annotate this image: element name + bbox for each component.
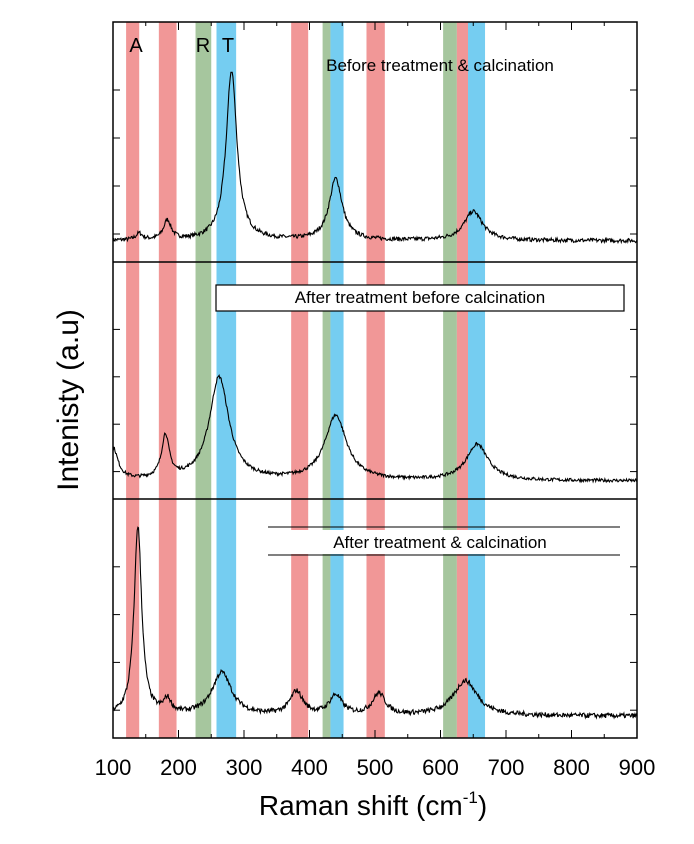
spectrum-line-3 xyxy=(112,526,638,720)
x-tick-label: 900 xyxy=(619,755,656,780)
x-tick-label: 400 xyxy=(291,755,328,780)
band-A-7 xyxy=(366,22,385,738)
panel-label-background xyxy=(268,530,620,554)
panel-label-box xyxy=(215,284,625,312)
x-tick-label: 200 xyxy=(160,755,197,780)
band-A-1 xyxy=(158,22,177,738)
band-A-4 xyxy=(291,22,309,738)
band-T-3 xyxy=(216,22,237,738)
band-R-8 xyxy=(443,22,457,738)
x-tick-labels: 100 200 300 400 500 600 700 800 900 xyxy=(95,755,656,780)
spectrum-line-1 xyxy=(112,71,638,245)
band-T-6 xyxy=(330,22,344,738)
band-letter-R: R xyxy=(196,35,210,57)
band-letter-T: T xyxy=(222,35,234,57)
x-tick-label: 600 xyxy=(422,755,459,780)
band-letter-A: A xyxy=(129,35,143,57)
x-tick-label: 100 xyxy=(95,755,132,780)
panel-label-2: After treatment before calcination xyxy=(295,288,545,307)
x-axis-title: Raman shift (cm-1) xyxy=(259,788,487,821)
y-axis-title: Intenisty (a.u) xyxy=(52,309,85,491)
phase-bands xyxy=(126,22,486,738)
band-A-9 xyxy=(456,22,469,738)
spectrum-line-2 xyxy=(112,374,638,484)
x-tick-label: 300 xyxy=(226,755,263,780)
axis-ticks xyxy=(112,22,638,738)
panel-labels: Before treatment & calcination After trea… xyxy=(215,56,625,556)
panel-label-1: Before treatment & calcination xyxy=(326,56,554,75)
x-tick-label: 700 xyxy=(488,755,525,780)
x-tick-label: 500 xyxy=(357,755,394,780)
band-R-2 xyxy=(195,22,212,738)
band-T-10 xyxy=(468,22,486,738)
band-R-5 xyxy=(322,22,331,738)
spectra-curves xyxy=(112,71,638,720)
panel-label-3: After treatment & calcination xyxy=(333,533,547,552)
x-tick-label: 800 xyxy=(553,755,590,780)
